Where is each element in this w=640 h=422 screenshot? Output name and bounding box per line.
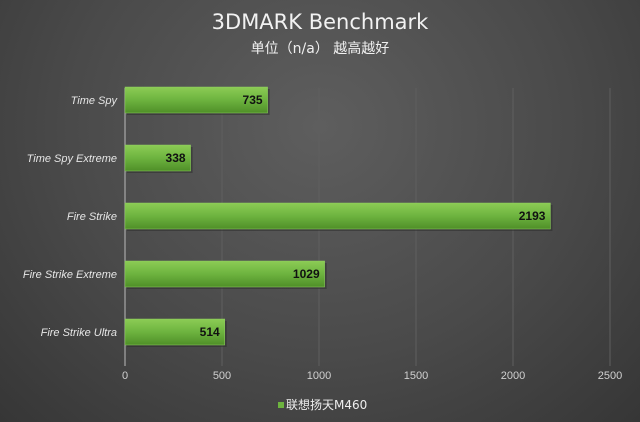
bar bbox=[124, 260, 325, 288]
data-label: 2193 bbox=[519, 209, 546, 223]
data-label: 338 bbox=[166, 151, 186, 165]
category-label: Fire Strike bbox=[67, 211, 117, 223]
data-label: 1029 bbox=[293, 267, 320, 281]
category-label: Fire Strike Ultra bbox=[41, 327, 117, 339]
category-label: Time Spy Extreme bbox=[27, 153, 117, 165]
data-label: 514 bbox=[200, 325, 220, 339]
chart-title: 3DMARK Benchmark bbox=[212, 10, 430, 34]
legend: 联想扬天M460 bbox=[278, 397, 367, 412]
x-tick-label: 1500 bbox=[404, 370, 428, 382]
bar bbox=[124, 318, 225, 346]
bar bbox=[124, 144, 191, 172]
bar bbox=[124, 202, 551, 230]
chart-subtitle: 单位（n/a） 越高越好 bbox=[251, 40, 390, 57]
x-tick-label: 2500 bbox=[598, 370, 622, 382]
legend-label: 联想扬天M460 bbox=[286, 397, 367, 412]
bar bbox=[124, 86, 268, 114]
category-label: Time Spy bbox=[71, 95, 119, 107]
data-label: 735 bbox=[243, 93, 263, 107]
x-tick-label: 500 bbox=[213, 370, 231, 382]
x-tick-label: 1000 bbox=[307, 370, 331, 382]
x-tick-label: 2000 bbox=[501, 370, 525, 382]
category-label: Fire Strike Extreme bbox=[23, 269, 117, 281]
x-tick-label: 0 bbox=[122, 370, 128, 382]
legend-swatch bbox=[278, 402, 284, 408]
